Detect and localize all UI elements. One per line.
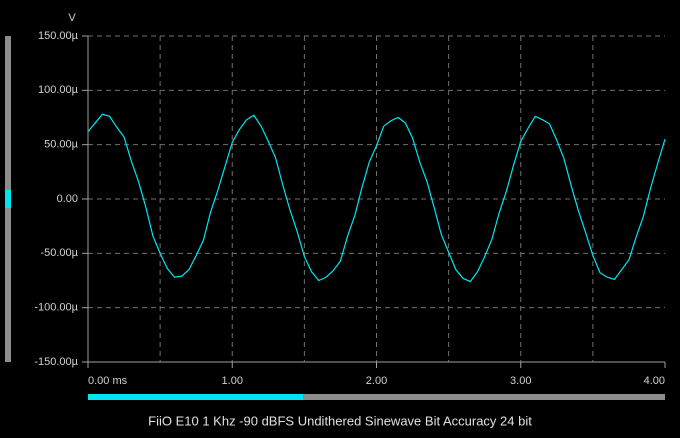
left-scroll-thumb[interactable]: [5, 190, 11, 208]
y-tick-label: 50.00µ: [44, 139, 79, 151]
y-tick-label: -150.00µ: [34, 356, 78, 368]
y-tick-label: 100.00µ: [38, 84, 79, 96]
bottom-scrollbar[interactable]: [88, 394, 665, 400]
y-tick-label: -50.00µ: [40, 247, 78, 259]
y-tick-label: 150.00µ: [38, 30, 79, 42]
x-tick-label: 0.00 ms: [88, 375, 128, 387]
x-tick-label: 4.00: [644, 375, 665, 387]
chart-title: FiiO E10 1 Khz -90 dBFS Undithered Sinew…: [148, 413, 532, 428]
y-tick-label: 0.00: [57, 193, 78, 205]
y-tick-label: -100.00µ: [34, 302, 78, 314]
x-tick-label: 3.00: [510, 375, 531, 387]
waveform: [87, 113, 666, 283]
y-unit: V: [68, 12, 76, 24]
x-tick-label: 1.00: [222, 375, 243, 387]
bottom-scroll-thumb[interactable]: [88, 394, 303, 400]
x-tick-label: 2.00: [366, 375, 387, 387]
